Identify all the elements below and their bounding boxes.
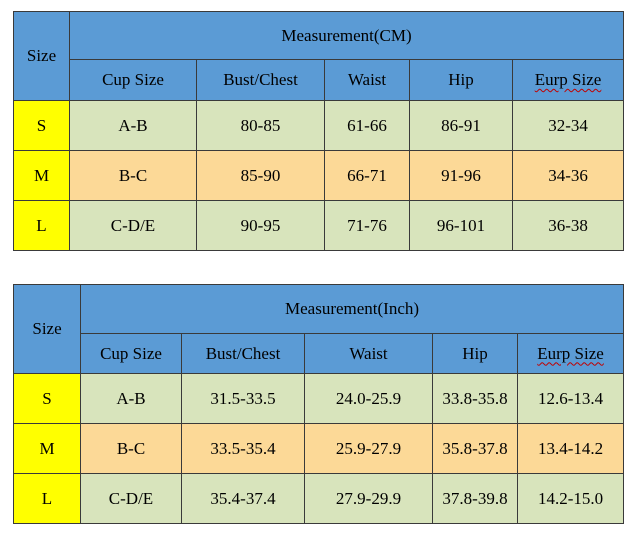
size-label: L	[13, 473, 81, 524]
table-row: M B-C 33.5-35.4 25.9-27.9 35.8-37.8 13.4…	[13, 423, 625, 474]
header-hip: Hip	[409, 59, 513, 101]
header-eurp-size-label: Eurp Size	[534, 70, 602, 89]
header-cup-size: Cup Size	[69, 59, 197, 101]
cup-size-cell: A-B	[69, 100, 197, 151]
waist-cell: 24.0-25.9	[304, 373, 433, 424]
bust-chest-cell: 35.4-37.4	[181, 473, 305, 524]
bust-chest-cell: 90-95	[196, 200, 325, 251]
hip-cell: 37.8-39.8	[432, 473, 518, 524]
eurp-size-cell: 12.6-13.4	[516, 373, 625, 424]
hip-cell: 91-96	[409, 150, 513, 201]
table-row: L C-D/E 35.4-37.4 27.9-29.9 37.8-39.8 14…	[13, 473, 625, 524]
size-label: S	[13, 100, 70, 151]
header-cup-size: Cup Size	[80, 333, 182, 374]
cup-size-cell: C-D/E	[80, 473, 182, 524]
header-bust-chest: Bust/Chest	[181, 333, 305, 374]
cup-size-cell: B-C	[80, 423, 182, 474]
cup-size-cell: B-C	[69, 150, 197, 201]
header-hip: Hip	[432, 333, 518, 374]
waist-cell: 66-71	[324, 150, 410, 201]
eurp-size-cell: 34-36	[511, 150, 625, 201]
waist-cell: 61-66	[324, 100, 410, 151]
hip-cell: 96-101	[409, 200, 513, 251]
header-waist: Waist	[324, 59, 410, 101]
size-chart-cm-table: Size Measurement(CM) Cup Size Bust/Chest…	[13, 11, 625, 251]
cup-size-cell: A-B	[80, 373, 182, 424]
waist-cell: 25.9-27.9	[304, 423, 433, 474]
size-label: L	[13, 200, 70, 251]
size-label: S	[13, 373, 81, 424]
header-bust-chest: Bust/Chest	[196, 59, 325, 101]
cup-size-cell: C-D/E	[69, 200, 197, 251]
bust-chest-cell: 80-85	[196, 100, 325, 151]
size-label: M	[13, 423, 81, 474]
table-title: Measurement(Inch)	[79, 284, 625, 334]
table-title-row: Size Measurement(Inch)	[13, 284, 625, 374]
eurp-size-cell: 32-34	[511, 100, 625, 151]
hip-cell: 86-91	[409, 100, 513, 151]
header-waist: Waist	[304, 333, 433, 374]
waist-cell: 71-76	[324, 200, 410, 251]
size-column-header: Size	[13, 284, 81, 374]
column-header-row: Cup Size Bust/Chest Waist Hip Eurp Size	[14, 59, 625, 101]
table-row: M B-C 85-90 66-71 91-96 34-36	[13, 150, 625, 201]
bust-chest-cell: 33.5-35.4	[181, 423, 305, 474]
hip-cell: 33.8-35.8	[432, 373, 518, 424]
eurp-size-cell: 14.2-15.0	[516, 473, 625, 524]
header-eurp-size: Eurp Size	[511, 59, 625, 101]
waist-cell: 27.9-29.9	[304, 473, 433, 524]
size-column-header: Size	[13, 11, 70, 101]
table-row: L C-D/E 90-95 71-76 96-101 36-38	[13, 200, 625, 251]
table-row: S A-B 80-85 61-66 86-91 32-34	[13, 100, 625, 151]
table-title-row: Size Measurement(CM)	[13, 11, 625, 101]
header-eurp-size-label: Eurp Size	[537, 343, 604, 363]
hip-cell: 35.8-37.8	[432, 423, 518, 474]
header-eurp-size: Eurp Size	[516, 333, 625, 374]
column-header-row: Cup Size Bust/Chest Waist Hip Eurp Size	[14, 333, 625, 374]
bust-chest-cell: 31.5-33.5	[181, 373, 305, 424]
table-row: S A-B 31.5-33.5 24.0-25.9 33.8-35.8 12.6…	[13, 373, 625, 424]
table-title: Measurement(CM)	[68, 11, 625, 60]
eurp-size-cell: 13.4-14.2	[516, 423, 625, 474]
size-label: M	[13, 150, 70, 201]
bust-chest-cell: 85-90	[196, 150, 325, 201]
size-chart-inch-table: Size Measurement(Inch) Cup Size Bust/Che…	[13, 284, 625, 524]
eurp-size-cell: 36-38	[511, 200, 625, 251]
